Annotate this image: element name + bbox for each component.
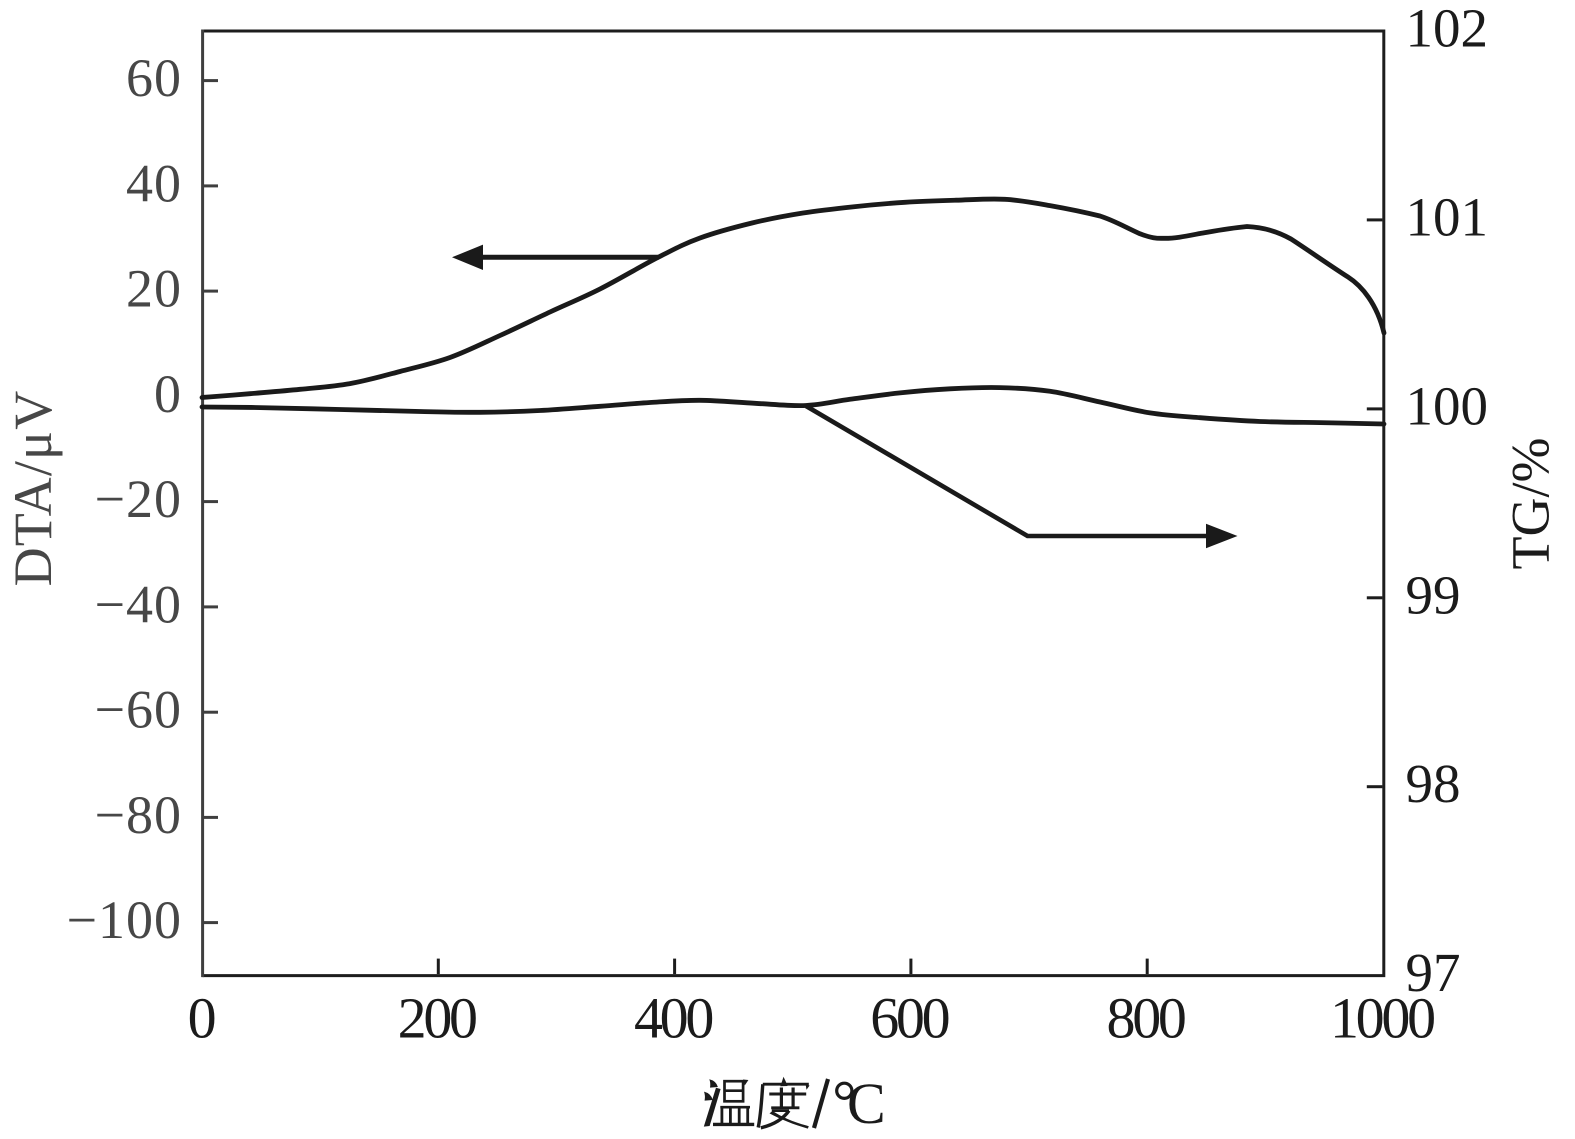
svg-text:98: 98 (1406, 753, 1461, 814)
svg-text:−40: −40 (95, 574, 182, 634)
svg-text:60: 60 (126, 48, 182, 108)
svg-text:400: 400 (634, 985, 712, 1050)
svg-text:−80: −80 (95, 785, 182, 845)
svg-text:800: 800 (1107, 985, 1185, 1050)
svg-text:102: 102 (1406, 0, 1489, 59)
svg-text:20: 20 (126, 259, 182, 319)
svg-text:−20: −20 (95, 469, 182, 529)
svg-text:1000: 1000 (1330, 985, 1434, 1050)
svg-text:0: 0 (154, 364, 182, 424)
svg-text:101: 101 (1406, 186, 1489, 247)
svg-text:−60: −60 (95, 680, 182, 740)
svg-text:DTA/μV: DTA/μV (3, 390, 63, 587)
svg-text:100: 100 (1406, 375, 1489, 436)
svg-text:99: 99 (1406, 564, 1461, 625)
svg-text:TG/%: TG/% (1501, 438, 1561, 570)
svg-text:200: 200 (398, 985, 476, 1050)
svg-text:40: 40 (126, 153, 182, 213)
svg-text:97: 97 (1406, 942, 1461, 1003)
svg-text:C: C (847, 1071, 886, 1136)
svg-text:−100: −100 (67, 890, 182, 950)
svg-text:600: 600 (870, 985, 948, 1050)
svg-text:0: 0 (188, 985, 215, 1050)
